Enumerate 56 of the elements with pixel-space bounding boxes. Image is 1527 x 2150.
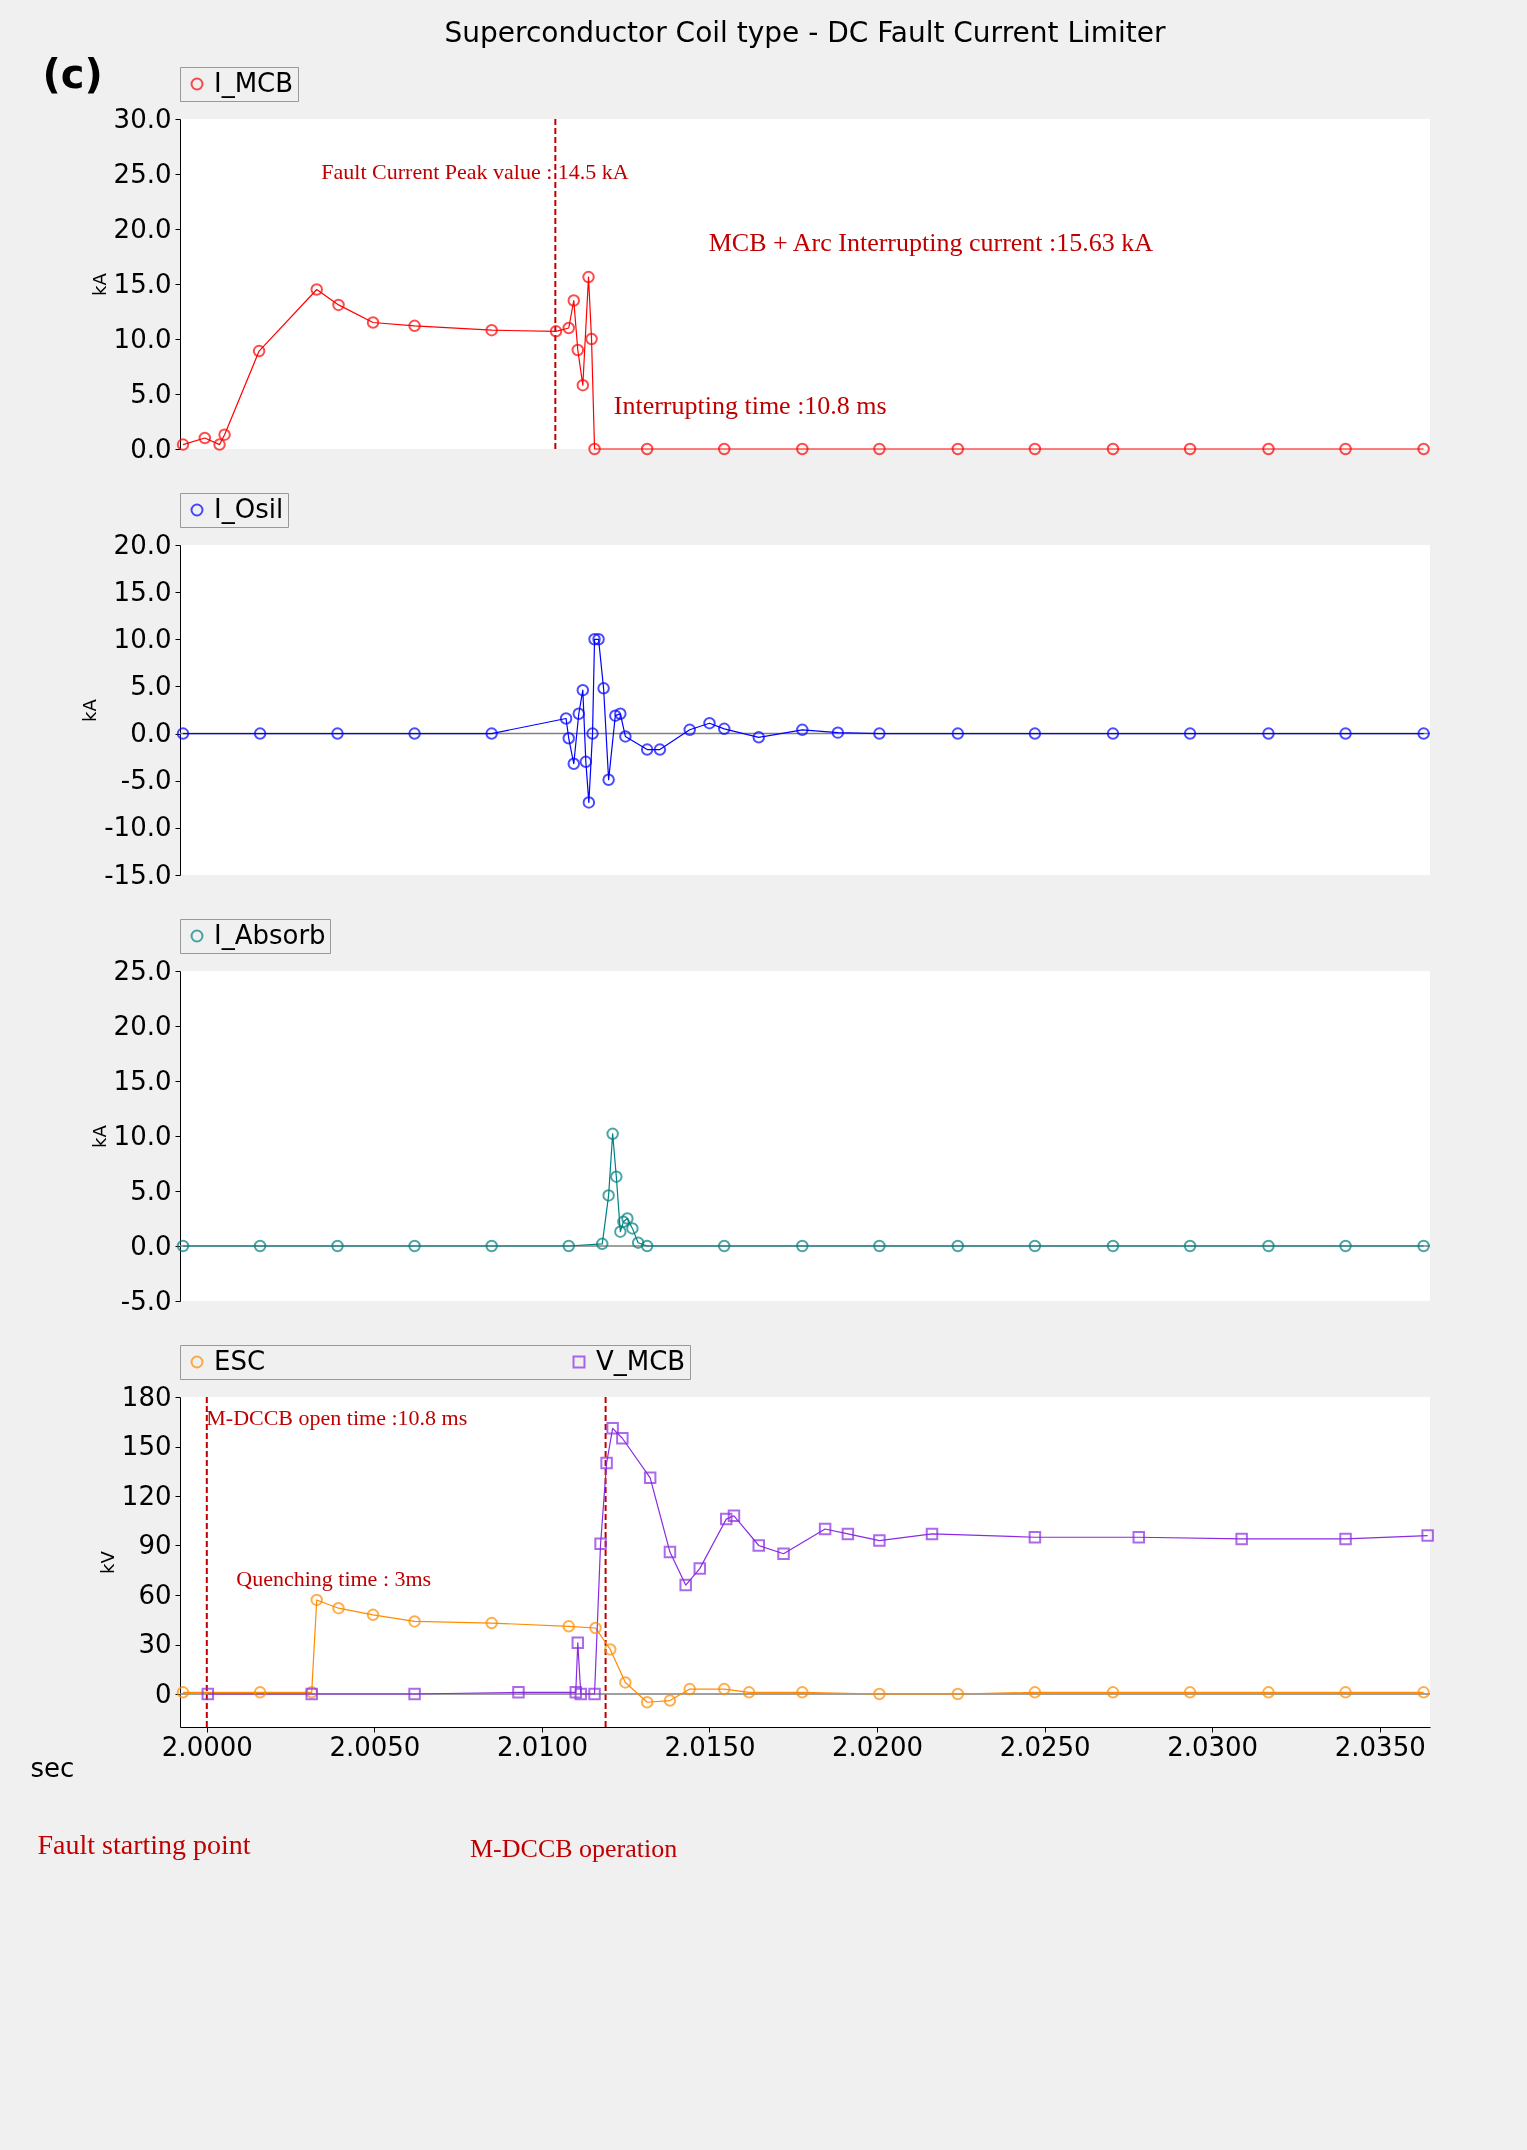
y-tick-label: 15.0 [113,1065,172,1096]
x-tick-label: 2.0150 [664,1731,756,1762]
y-tick-label: -10.0 [104,812,172,843]
annotation: M-DCCB open time :10.8 ms [206,1405,468,1431]
y-tick-label: 25.0 [113,955,172,986]
y-tick-label: 15.0 [113,268,172,299]
x-tick-label: 2.0300 [1167,1731,1259,1762]
y-axis-title: kA [79,698,101,722]
y-tick-label: 20.0 [113,213,172,244]
y-tick-label: -5.0 [120,1285,172,1316]
y-tick-label: 20.0 [113,1010,172,1041]
y-tick-label: 5.0 [130,670,172,701]
y-tick-label: 10.0 [113,1120,172,1151]
annotation: Quenching time : 3ms [236,1565,432,1591]
y-axis-title: kA [88,1124,110,1148]
y-tick-label: 10.0 [113,623,172,654]
y-tick-label: 15.0 [113,576,172,607]
y-tick-label: 20.0 [113,529,172,560]
y-tick-label: 60 [138,1579,172,1610]
y-tick-label: -15.0 [104,859,172,890]
y-tick-label: -5.0 [120,765,172,796]
y-tick-label: 30.0 [113,103,172,134]
y-tick-label: 150 [121,1431,172,1461]
text: M-DCCB operation [470,1834,678,1864]
legend-label: V_MCB [596,1346,686,1376]
y-tick-label: 30 [138,1629,172,1659]
annotation: Interrupting time :10.8 ms [613,391,887,421]
y-tick-label: 120 [121,1480,172,1511]
x-tick-label: 2.0100 [496,1731,588,1762]
x-tick-label: 2.0350 [1334,1731,1426,1762]
y-axis-title: kA [88,272,110,296]
legend-label: ESC [214,1346,266,1376]
x-axis-title: sec [30,1752,75,1783]
legend-label: I_Absorb [214,920,326,950]
y-tick-label: 0.0 [130,433,172,464]
y-tick-label: 0.0 [130,1230,172,1261]
y-tick-label: 5.0 [130,1175,172,1206]
annotation: MCB + Arc Interrupting current :15.63 kA [708,227,1154,257]
x-tick-label: 2.0050 [329,1731,421,1762]
legend-label: I_Osil [214,494,284,524]
y-tick-label: 0.0 [130,718,172,749]
x-tick-label: 2.0200 [832,1731,924,1762]
text: (c) [42,51,103,98]
x-tick-label: 2.0000 [161,1731,253,1762]
x-tick-label: 2.0250 [999,1731,1091,1762]
y-tick-label: 25.0 [113,158,172,189]
y-axis-title: kV [96,1550,118,1574]
chart-title: Superconductor Coil type - DC Fault Current Limiter [444,16,1167,50]
y-tick-label: 0 [154,1678,172,1709]
annotation: Fault Current Peak value : 14.5 kA [321,158,629,184]
y-tick-label: 10.0 [113,323,172,354]
legend-label: I_MCB [214,68,294,98]
y-tick-label: 90 [138,1530,172,1560]
y-tick-label: 5.0 [130,378,172,409]
text: Fault starting point [37,1828,251,1860]
y-tick-label: 180 [121,1381,172,1412]
